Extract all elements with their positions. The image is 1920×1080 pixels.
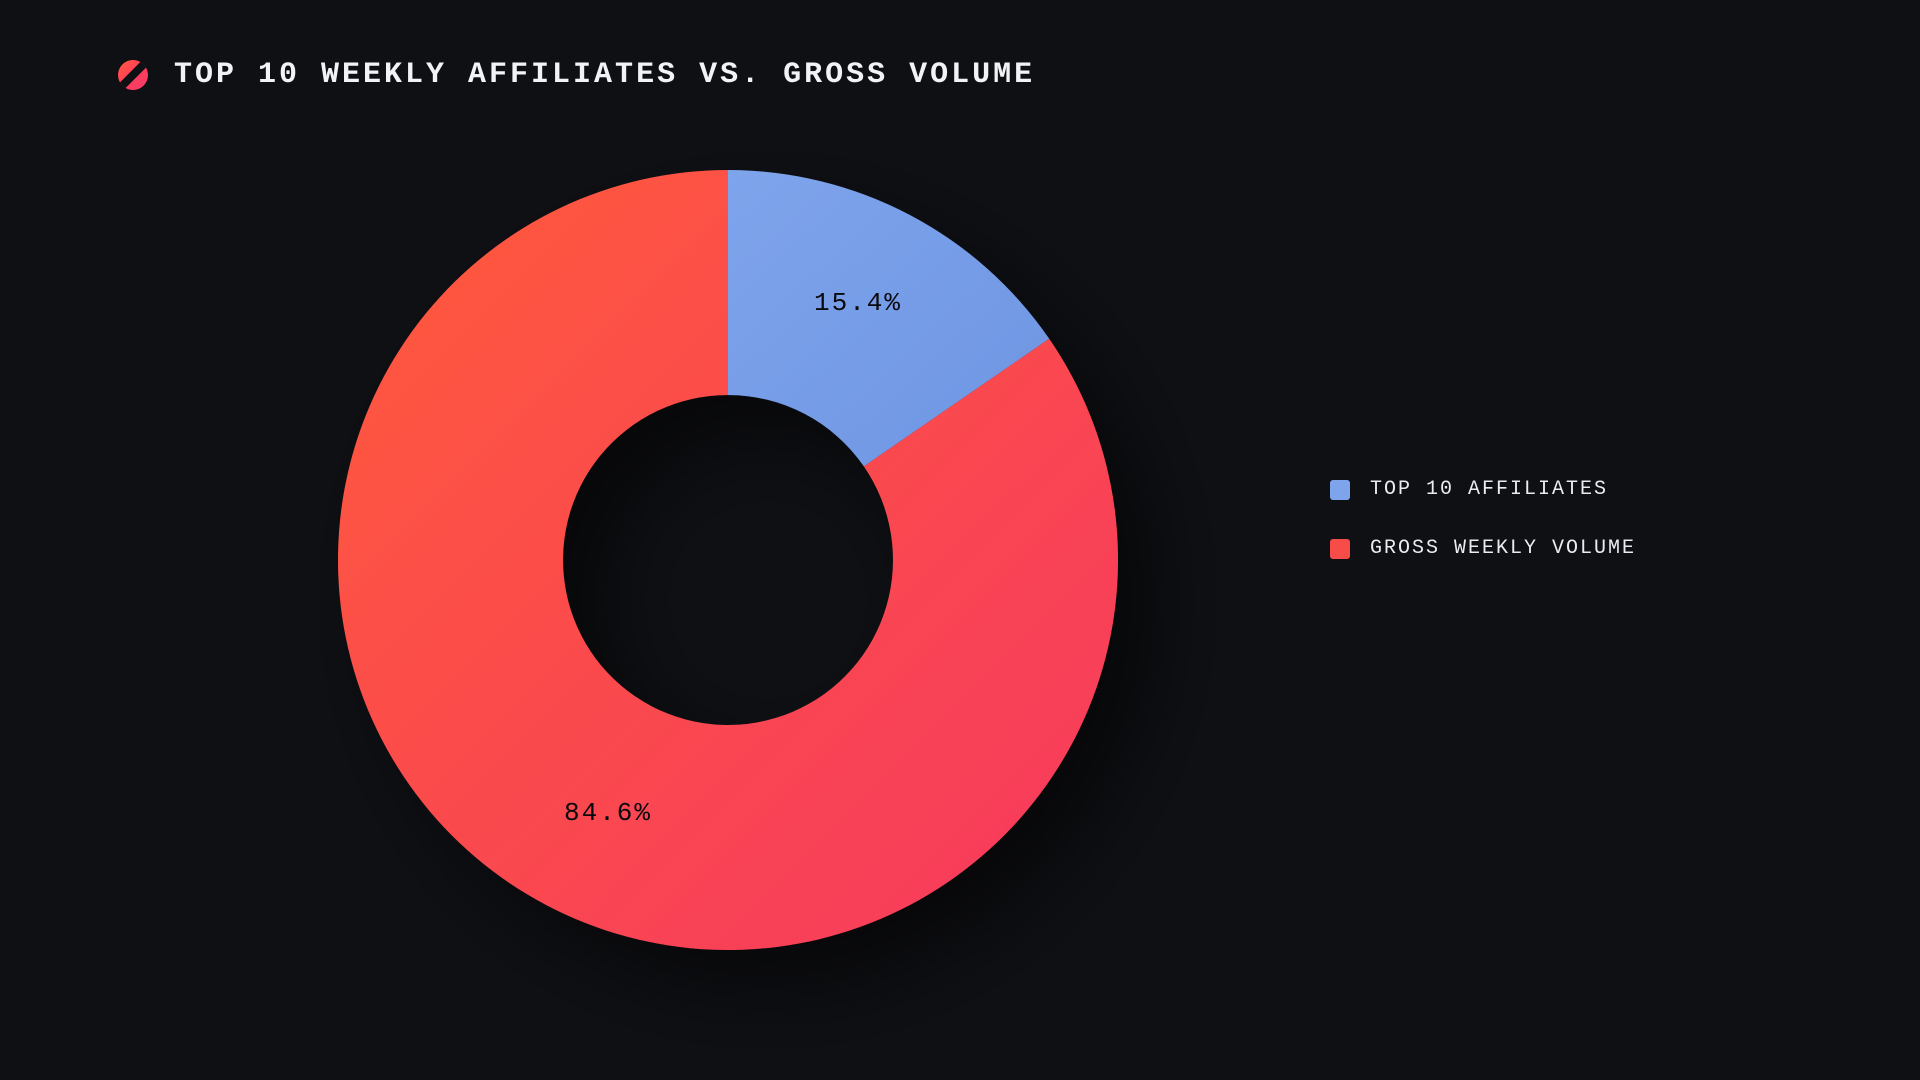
legend-item-top10: TOP 10 AFFILIATES [1330, 478, 1636, 501]
legend-swatch-gross [1330, 539, 1350, 559]
legend-label-gross: GROSS WEEKLY VOLUME [1370, 537, 1636, 560]
legend-label-top10: TOP 10 AFFILIATES [1370, 478, 1608, 501]
page-header: TOP 10 WEEKLY AFFILIATES VS. GROSS VOLUM… [118, 58, 1035, 92]
donut-chart: 15.4% 84.6% [310, 180, 1146, 1016]
brand-logo-icon [118, 60, 148, 90]
donut-chart-svg: 15.4% 84.6% [310, 180, 1146, 1016]
chart-page: TOP 10 WEEKLY AFFILIATES VS. GROSS VOLUM… [0, 0, 1920, 1080]
donut-slice-label-gross: 84.6% [564, 798, 652, 828]
chart-legend: TOP 10 AFFILIATES GROSS WEEKLY VOLUME [1330, 478, 1636, 560]
donut-slice-label-top10: 15.4% [814, 288, 902, 318]
legend-swatch-top10 [1330, 480, 1350, 500]
legend-item-gross: GROSS WEEKLY VOLUME [1330, 537, 1636, 560]
chart-title: TOP 10 WEEKLY AFFILIATES VS. GROSS VOLUM… [174, 58, 1035, 92]
